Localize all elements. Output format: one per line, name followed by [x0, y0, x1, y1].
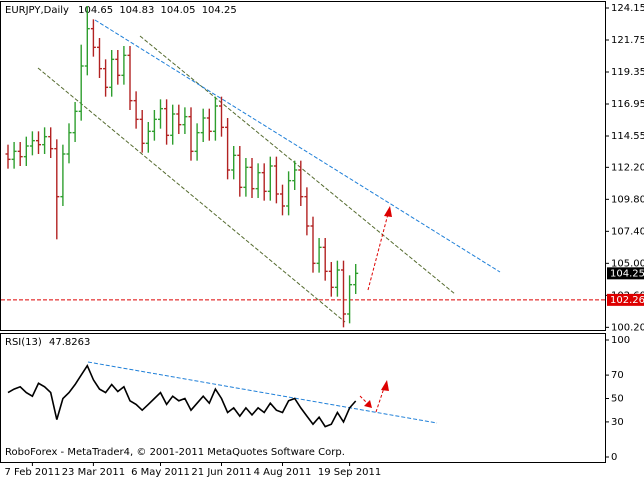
rsi-arrow [359, 395, 369, 405]
rsi-trend-line [87, 361, 438, 424]
y-tick-label: 105.00 [611, 258, 644, 269]
watermark: RoboForex - MetaTrader4, © 2001-2011 Met… [5, 447, 345, 458]
x-tick-label: 19 Sep 2011 [318, 467, 381, 478]
header-high: 104.83 [119, 5, 154, 16]
arrow-head [364, 400, 372, 408]
x-tick-label: 7 Feb 2011 [4, 467, 60, 478]
y-tick-label: 116.95 [611, 99, 644, 110]
y-tick-label: 107.40 [611, 226, 644, 237]
rsi-line [7, 364, 357, 428]
y-tick-label: 121.75 [611, 35, 644, 46]
header-open: 104.65 [78, 5, 113, 16]
x-tick-label: 4 Aug 2011 [254, 467, 312, 478]
y-tick-label: 109.80 [611, 194, 644, 205]
chart-header: EURJPY,Daily 104.65 104.83 104.05 104.25 [5, 5, 237, 16]
x-tick-label: 21 Jun 2011 [191, 467, 251, 478]
main-panel [0, 1, 606, 331]
last-price-bg [607, 267, 644, 280]
x-tick-label: 6 May 2011 [131, 467, 190, 478]
y-tick-label: 0 [611, 452, 617, 463]
y-tick-label: 100.20 [611, 322, 644, 333]
y-tick-label: 114.55 [611, 131, 644, 142]
last-price-label: 104.25 [610, 268, 644, 279]
rsi-title: RSI(13) [5, 337, 42, 348]
channel-lower [37, 67, 346, 323]
y-tick-label: 112.20 [611, 162, 644, 173]
y-tick-label: 124.15 [611, 3, 644, 14]
y-tick-label: 30 [611, 417, 624, 428]
support-label: 102.26 [610, 295, 644, 306]
y-tick-label: 70 [611, 370, 624, 381]
y-tick-label: 50 [611, 394, 624, 405]
y-tick-label: 100 [611, 335, 630, 346]
arrow-head [384, 206, 392, 217]
header-close: 104.25 [202, 5, 237, 16]
rsi-last-value: 47.8263 [49, 337, 90, 348]
x-tick-label: 23 Mar 2011 [62, 467, 125, 478]
trend-line [94, 19, 501, 273]
arrow-head [381, 380, 389, 391]
rsi-header: RSI(13) 47.8263 [5, 337, 90, 348]
support-label-bg [607, 293, 644, 306]
header-low: 104.05 [161, 5, 196, 16]
symbol: EURJPY,Daily [5, 5, 69, 16]
rsi-arrow [375, 387, 385, 413]
forecast-arrow [367, 213, 389, 291]
y-tick-label: 119.35 [611, 67, 644, 78]
channel-upper [139, 35, 456, 295]
